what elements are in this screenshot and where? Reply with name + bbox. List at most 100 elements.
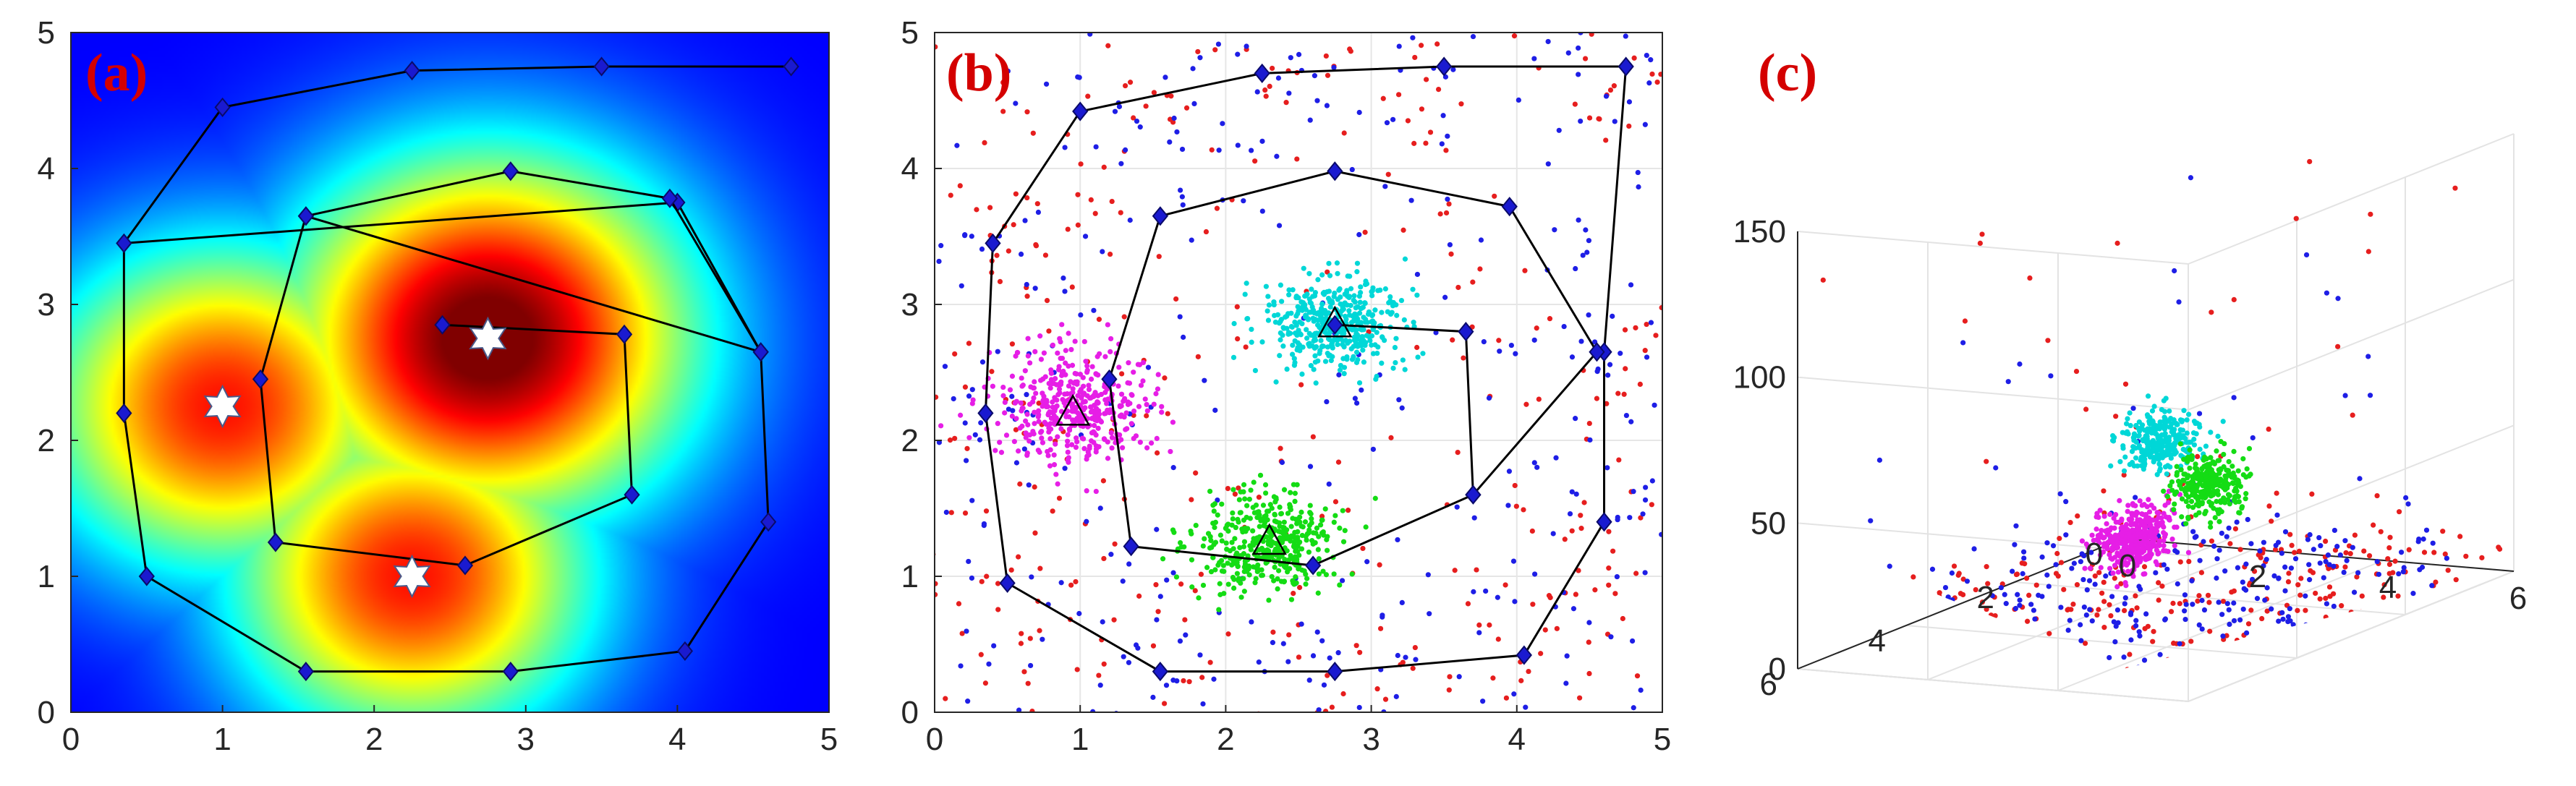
cluster-point-3d [2139,455,2145,461]
noise-point [1150,643,1157,649]
loop-b-waypoint [1327,161,1343,181]
noise-point [1174,129,1180,135]
noise-point-3d [2444,555,2449,561]
cluster-point [1312,316,1318,322]
cluster-point-3d [2145,393,2151,399]
noise-point [1069,284,1075,290]
noise-point-3d [2071,560,2077,566]
noise-point-3d [2307,577,2313,583]
noise-point-3d [2262,597,2268,603]
cluster-point [1047,385,1053,391]
cluster-point [1137,440,1143,445]
cluster-point-3d [2227,501,2232,507]
noise-point [1382,184,1388,189]
cluster-point [1108,336,1114,342]
cluster-point [1299,371,1305,377]
cluster-point [1360,347,1366,353]
noise-point [1576,568,1581,573]
cluster-point [1351,354,1356,359]
noise-point-3d [2350,544,2355,550]
cluster-point [1296,308,1301,314]
noise-point-3d [2122,601,2127,607]
noise-point [1607,362,1613,367]
noise-point-3d [2440,529,2446,534]
noise-point [1362,229,1368,235]
noise-point-3d [2182,608,2188,614]
noise-point-3d [2248,541,2254,547]
noise-point-3d [1977,240,1983,246]
cluster-point-3d [2127,544,2133,550]
noise-point [1476,622,1482,628]
noise-point-3d [1876,615,1882,621]
cluster-point [1374,350,1380,356]
noise-point-3d [1989,593,1995,599]
cluster-point-3d [2097,552,2104,558]
cluster-point-3d [2206,487,2212,494]
noise-point [1258,719,1263,725]
noise-point [1356,231,1362,238]
cluster-point [1288,538,1293,544]
cluster-point [1069,442,1075,448]
noise-point-3d [2479,555,2485,560]
cluster-point [1303,571,1309,577]
cluster-center-triangle [1317,305,1353,338]
noise-point-3d [2053,562,2059,568]
cluster-point [1298,546,1305,552]
noise-point [1582,56,1589,61]
noise-point [1013,460,1020,466]
noise-point [1026,482,1032,488]
noise-point-3d [2317,560,2323,566]
cluster-point [1225,560,1230,566]
cluster-point [1116,364,1122,370]
c-ztick-label: 150 [1733,214,1786,249]
noise-point-3d [2182,616,2188,623]
cluster-point-3d [2221,484,2227,491]
cluster-point [1345,294,1351,299]
noise-point-3d [2376,571,2382,577]
noise-point [1270,629,1276,635]
cluster-point-3d [2085,544,2091,550]
cluster-point [1096,444,1102,450]
cluster-point-3d [2122,550,2128,555]
cluster-point-3d [2082,565,2088,571]
cluster-point [1393,359,1398,366]
noise-point-3d [2248,607,2254,613]
noise-point [1062,466,1068,471]
noise-point [1434,41,1440,47]
noise-point [1534,464,1540,470]
noise-point [1607,87,1614,93]
cluster-point [1306,343,1312,349]
noise-point-3d [2209,309,2214,315]
cluster-point [1370,351,1377,356]
noise-point [1483,588,1489,594]
cluster-point-3d [2114,544,2121,550]
cluster-point [1237,544,1243,550]
cluster-point-3d [2184,485,2190,491]
noise-point [1190,66,1196,72]
noise-point [1319,729,1325,734]
a-ytick-label: 5 [38,15,55,51]
noise-point [1006,248,1011,254]
noise-point [995,349,1000,354]
noise-point [1076,74,1082,80]
cluster-point [1288,490,1293,495]
noise-point-3d [2271,573,2277,579]
noise-point [1058,580,1064,586]
cluster-point [1037,377,1044,383]
cluster-point [1362,342,1368,349]
noise-point [1510,558,1517,564]
cluster-point-3d [2136,432,2142,438]
noise-point-3d [2045,338,2051,343]
noise-point [1107,251,1113,257]
noise-point-3d [2005,379,2011,385]
noise-point-3d [2276,618,2282,624]
c-ztick-label: 100 [1733,360,1786,396]
cluster-point [1341,364,1348,370]
cluster-point [1335,296,1340,302]
noise-point-3d [2396,571,2402,577]
cluster-point [1040,390,1045,396]
noise-point [1345,508,1351,513]
noise-point-3d [2331,603,2337,610]
noise-point [1062,145,1068,150]
cluster-point [1077,389,1083,395]
